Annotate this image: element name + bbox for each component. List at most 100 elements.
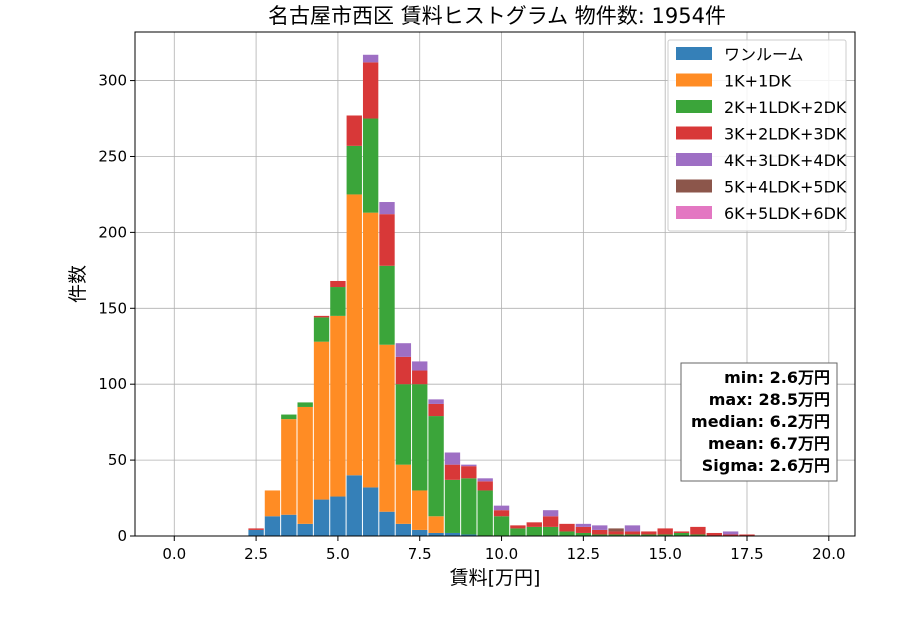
- bar-segment: [624, 534, 641, 536]
- plot-frame: [134, 31, 856, 537]
- bar-segment: [657, 534, 673, 536]
- legend-swatch: [676, 179, 712, 193]
- stat-mean: mean: 6.7万円: [708, 434, 830, 453]
- bar-segment: [657, 528, 673, 535]
- stat-sigma: Sigma: 2.6万円: [702, 456, 830, 475]
- bar-segment: [542, 516, 559, 527]
- bar-segment: [477, 481, 493, 491]
- bar-segment: [493, 516, 510, 536]
- bar-segment: [608, 528, 624, 532]
- bar-segment: [526, 522, 542, 527]
- x-tick-label: 17.5: [730, 545, 763, 563]
- bar-segment: [592, 525, 608, 530]
- x-tick-label: 20.0: [812, 545, 845, 563]
- bar-segment: [608, 534, 624, 536]
- bar-segment: [379, 344, 395, 512]
- bar-segment: [444, 464, 461, 480]
- bar-segment: [428, 399, 444, 404]
- bar-segment: [330, 496, 346, 536]
- bar-segment: [510, 525, 526, 529]
- bar-segment: [461, 466, 477, 479]
- legend-swatch: [676, 73, 712, 87]
- bar-segment: [592, 534, 608, 536]
- bar-segment: [412, 529, 428, 536]
- bar-segment: [510, 528, 526, 536]
- legend-label: 4K+3LDK+4DK: [724, 151, 847, 170]
- bar-segment: [412, 490, 428, 530]
- x-tick-label: 15.0: [648, 545, 681, 563]
- bar-segment: [477, 478, 493, 482]
- bar-segment: [641, 531, 657, 535]
- bar-segment: [575, 532, 592, 536]
- bar-segment: [542, 510, 559, 517]
- bar-segment: [461, 534, 477, 536]
- stat-max: max: 28.5万円: [709, 390, 830, 409]
- bar-segment: [362, 62, 379, 119]
- bar-segment: [461, 478, 477, 535]
- stat-min: min: 2.6万円: [724, 368, 830, 387]
- bar-segment: [575, 526, 592, 533]
- x-tick-label: 5.0: [326, 545, 350, 563]
- x-tick-label: 7.5: [408, 545, 432, 563]
- bar-segment: [362, 212, 379, 488]
- bar-segment: [706, 532, 722, 536]
- bar-segment: [559, 531, 575, 536]
- x-tick-label: 0.0: [162, 545, 186, 563]
- bar-segment: [379, 214, 395, 266]
- bar-segment: [493, 510, 510, 517]
- bar-segment: [444, 532, 461, 536]
- y-axis-label: 件数: [67, 265, 89, 303]
- bar-segment: [673, 532, 690, 536]
- bar-segment: [330, 315, 346, 497]
- bar-segment: [281, 414, 297, 420]
- bar-segment: [690, 534, 706, 536]
- bar-segment: [526, 526, 542, 536]
- legend-swatch: [676, 47, 712, 60]
- legend-label: 5K+4LDK+5DK: [724, 178, 847, 197]
- bar-segment: [428, 403, 444, 417]
- bar-segment: [362, 54, 379, 63]
- y-tick-label: 300: [98, 72, 127, 90]
- bar-segment: [346, 194, 362, 476]
- bar-segment: [673, 531, 690, 533]
- bar-segment: [608, 531, 624, 535]
- bar-segment: [624, 531, 641, 535]
- bar-segment: [248, 528, 264, 530]
- legend-label: 3K+2LDK+3DK: [724, 125, 847, 144]
- legend: ワンルーム 1K+1DK 2K+1LDK+2DK 3K+2LDK+3DK 4K+3LDK…: [667, 39, 847, 232]
- legend-swatch: [676, 206, 712, 219]
- y-tick-label: 150: [98, 299, 127, 317]
- y-tick-label: 0: [117, 527, 127, 545]
- bar-segment: [346, 145, 362, 195]
- bar-segment: [330, 287, 346, 316]
- legend-label: 2K+1LDK+2DK: [724, 98, 847, 117]
- y-axis-ticks: 0 50 100 150 200 250 300: [98, 72, 135, 545]
- bar-segment: [297, 402, 313, 407]
- y-tick-label: 50: [108, 451, 127, 469]
- x-axis-label: 賃料[万円]: [450, 567, 541, 589]
- bar-segment: [690, 526, 706, 535]
- bar-segment: [641, 534, 657, 536]
- bar-segment: [722, 531, 739, 535]
- bar-segment: [313, 317, 330, 342]
- bar-segment: [346, 475, 362, 536]
- stat-median: median: 6.2万円: [691, 412, 830, 431]
- bar-segment: [477, 490, 493, 536]
- bar-segment: [428, 516, 444, 533]
- bar-segment: [264, 516, 281, 536]
- bar-segment: [379, 202, 395, 215]
- bar-segment: [412, 384, 428, 491]
- bar-segment: [379, 265, 395, 345]
- stats-box-frame: [680, 362, 838, 482]
- bar-segment: [281, 419, 297, 515]
- bar-segment: [379, 511, 395, 536]
- legend-swatch: [676, 100, 712, 113]
- bar-segment: [395, 343, 412, 357]
- bar-segment: [739, 534, 755, 536]
- bar-segment: [395, 523, 412, 536]
- bar-segment: [559, 523, 575, 532]
- bar-segment: [412, 370, 428, 385]
- y-tick-label: 100: [98, 375, 127, 393]
- bar-segment: [722, 534, 739, 536]
